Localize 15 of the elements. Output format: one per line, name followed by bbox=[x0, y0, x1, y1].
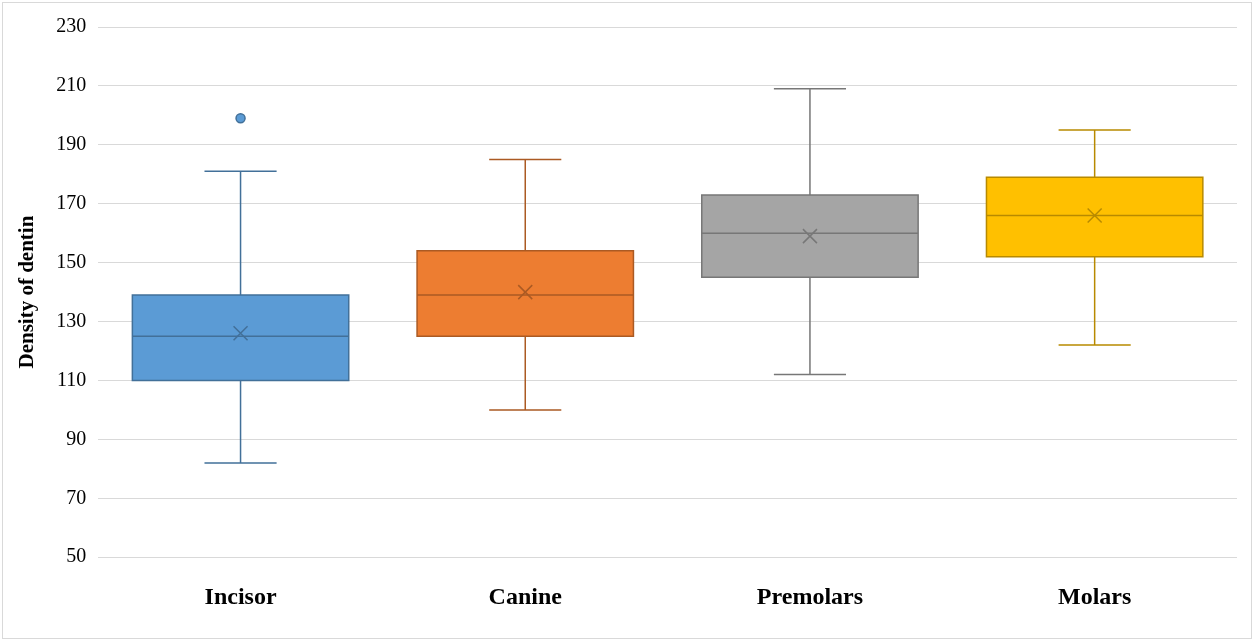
y-tick-label: 70 bbox=[66, 485, 87, 508]
x-tick-label: Incisor bbox=[204, 582, 277, 609]
y-tick-label: 150 bbox=[56, 249, 87, 272]
y-tick-label: 110 bbox=[56, 367, 87, 390]
y-tick-label: 50 bbox=[66, 544, 87, 567]
y-tick-label: 210 bbox=[56, 73, 87, 96]
y-axis-title: Density of dentin bbox=[14, 215, 39, 369]
y-tick-label: 130 bbox=[56, 308, 87, 331]
y-tick-label: 230 bbox=[56, 14, 87, 37]
y-tick-label: 90 bbox=[66, 426, 87, 449]
x-tick-label: Premolars bbox=[756, 582, 864, 609]
y-tick-label: 170 bbox=[56, 190, 87, 213]
y-tick-label: 190 bbox=[56, 132, 87, 155]
x-tick-label: Canine bbox=[488, 582, 563, 609]
x-tick-label: Molars bbox=[1057, 582, 1132, 609]
